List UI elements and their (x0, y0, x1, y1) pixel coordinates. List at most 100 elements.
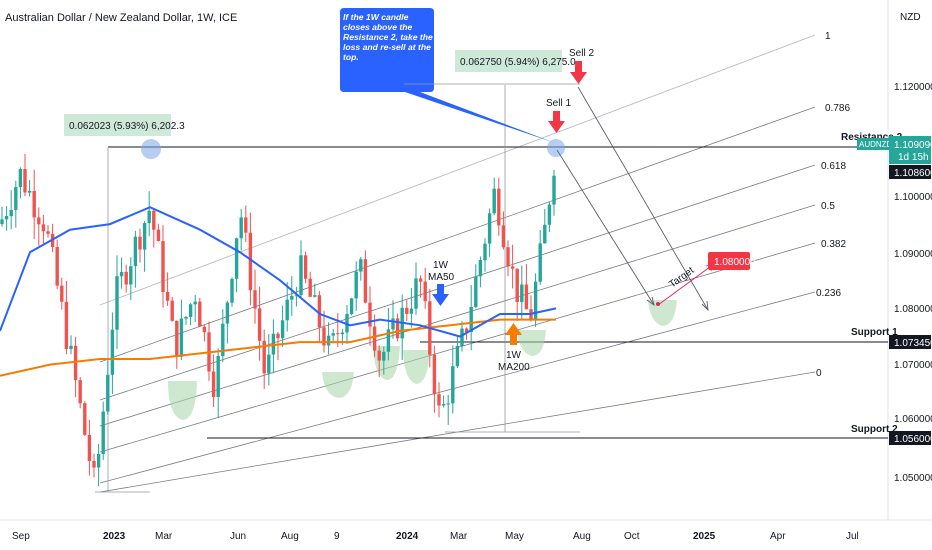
candle-body (221, 323, 225, 357)
candle-body (377, 350, 381, 361)
ma200-label-line1: 1W (506, 350, 522, 361)
price-tag-support2-value: 1.056000 (894, 434, 932, 445)
time-tick-label: Aug (281, 531, 299, 542)
ma50-arrow-icon (432, 284, 449, 306)
candle-body (248, 232, 253, 291)
candle-body (363, 259, 368, 303)
candle-body (106, 374, 110, 412)
sell-2-arrow-icon (570, 61, 587, 84)
measure-left[interactable]: 0.062023 (5.93%) 6,202.3 (64, 114, 185, 493)
projection-arrow-sell2 (577, 86, 709, 311)
fib-label-0236: 0.236 (816, 288, 841, 299)
fib-line-0786 (99, 106, 816, 363)
candle-body (69, 345, 73, 349)
target-arrow (657, 263, 715, 306)
candle-body (253, 290, 257, 309)
fib-label-05: 0.5 (821, 201, 835, 212)
time-tick-label: Mar (450, 531, 468, 542)
time-tick-label: 2025 (693, 531, 716, 542)
time-tick-label: 9 (334, 531, 340, 542)
target-price-tag (708, 252, 750, 270)
support-bowl (168, 381, 197, 420)
candle-body (46, 231, 50, 234)
candle-body (0, 219, 4, 225)
candle-body (101, 411, 105, 454)
fib-label-0382: 0.382 (821, 239, 846, 250)
candle-body (257, 308, 262, 341)
price-tag-support1-bg (889, 335, 931, 349)
candle-body (147, 210, 151, 224)
ma200-arrow-icon (505, 323, 522, 345)
candle-body (382, 351, 386, 361)
price-tag-support2-bg (889, 431, 931, 445)
candle-body (308, 278, 312, 297)
candle-body (133, 236, 138, 267)
callout-note[interactable]: If the 1W candle closes above the Resist… (340, 8, 555, 143)
candle-body (533, 281, 538, 321)
measure-left-text: 0.062023 (5.93%) 6,202.3 (69, 121, 185, 132)
ma50-line[interactable] (0, 206, 557, 338)
candle-body (124, 271, 128, 285)
candle-body (464, 328, 469, 333)
price-tag-symbol: AUDNZD (859, 140, 893, 149)
time-tick-label: Aug (573, 531, 591, 542)
candle-body (492, 188, 496, 214)
candle-body (152, 210, 156, 230)
fib-line-1 (99, 34, 816, 306)
candle-body (354, 271, 358, 299)
time-tick-label: Mar (155, 531, 173, 542)
candle-body (188, 304, 193, 317)
callout-text: If the 1W candle closes above the Resist… (343, 12, 433, 62)
price-tag-resistance-bg (889, 165, 931, 179)
ma200-label-line2: MA200 (498, 362, 530, 373)
price-tick-label: 1.090000 (894, 249, 932, 260)
candle-body (32, 190, 36, 218)
time-axis[interactable]: Sep 2023 Mar Jun Aug 9 2024 Mar May Aug Oct 2025 Apr… (12, 531, 859, 542)
candle-body (322, 327, 326, 346)
candle-body (460, 328, 464, 346)
measure-right-text: 0.062750 (5.94%) 6,275.0 (460, 57, 576, 68)
ma50-marker[interactable]: 1W MA50 (428, 260, 455, 306)
ma200-line[interactable] (0, 318, 556, 377)
candle-body (202, 326, 207, 333)
callout-bubble (340, 8, 555, 143)
fib-line-0236 (99, 291, 816, 484)
price-tag-resistance: 1.108600 (889, 165, 932, 179)
candle-body (317, 295, 322, 328)
sell-2-marker[interactable]: Sell 2 (569, 48, 594, 84)
measure-right[interactable]: 0.062750 (5.94%) 6,275.0 (445, 50, 580, 433)
support-2-label: Support 2 (851, 424, 898, 435)
candle-body (115, 276, 119, 330)
price-tag-current-countdown: 1d 15h (898, 152, 929, 163)
measure-left-box (64, 114, 171, 136)
touch-marker-left (141, 139, 161, 159)
candle-body (179, 318, 184, 357)
candle-body (9, 210, 13, 217)
candle-body (437, 394, 441, 406)
sell-1-arrow-icon (548, 111, 565, 133)
candle-body (87, 434, 92, 461)
candle-body (156, 229, 161, 241)
candle-body (524, 284, 529, 310)
candle-body (290, 296, 294, 300)
candle-body (455, 345, 460, 367)
ma50-label-line1: 1W (433, 260, 449, 271)
price-tag-current-bg (889, 136, 931, 164)
candle-body (331, 333, 335, 336)
candle-body (469, 307, 473, 332)
sell-1-marker[interactable]: Sell 1 (546, 98, 571, 133)
ma200-marker[interactable]: 1W MA200 (498, 323, 530, 373)
candle-body (405, 307, 409, 314)
price-tag-support1: 1.073450 (889, 335, 932, 349)
candle-body (175, 320, 179, 357)
time-tick-label: Oct (624, 531, 640, 542)
fib-label-0786: 0.786 (825, 103, 850, 114)
price-axis[interactable]: 1.120000 1.100000 1.090000 1.080000 1.070000… (894, 82, 932, 484)
support-bowl (403, 350, 430, 384)
candle-body (340, 332, 345, 335)
candle-body (414, 278, 418, 309)
candle-body (515, 268, 519, 303)
time-tick-label: May (505, 531, 524, 542)
candle-body (349, 298, 354, 314)
